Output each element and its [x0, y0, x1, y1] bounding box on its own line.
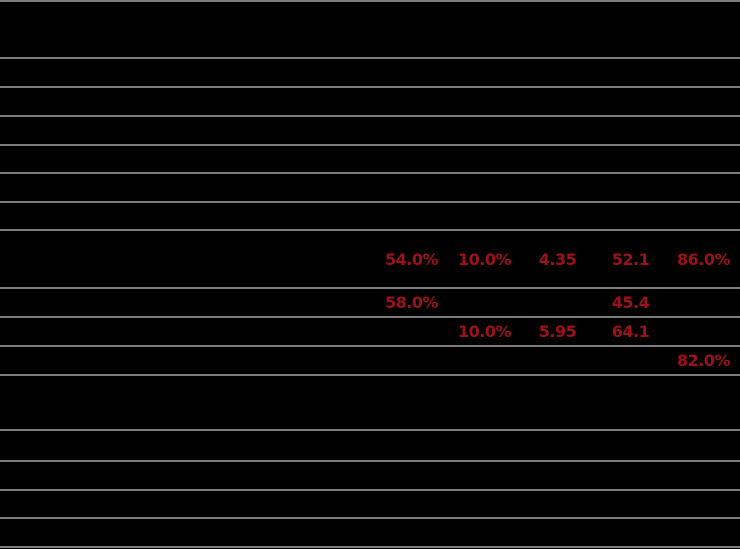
metric-value	[448, 351, 521, 370]
metric-value: 5.95	[538, 322, 577, 341]
row-label-cell	[0, 491, 375, 517]
row-label-cell	[0, 174, 375, 201]
row-label-cell	[0, 431, 375, 460]
table-row	[0, 88, 740, 117]
metric-value: 82.0%	[676, 351, 731, 370]
row-value-cells: 58.0% 45.4	[375, 293, 740, 312]
table-row	[0, 491, 740, 519]
row-value-cells: 54.0% 10.0% 4.35 52.1 86.0%	[375, 250, 740, 269]
row-label-cell	[0, 519, 375, 546]
table-row	[0, 431, 740, 462]
metric-value: 10.0%	[457, 249, 512, 269]
metric-value: 52.1	[611, 249, 650, 269]
row-label-cell	[0, 231, 375, 287]
metric-value: 64.1	[611, 322, 650, 341]
table-row	[0, 376, 740, 431]
table-row	[0, 117, 740, 146]
row-label-cell	[0, 88, 375, 115]
row-label-cell	[0, 289, 375, 316]
table-row	[0, 59, 740, 88]
table-row	[0, 203, 740, 231]
metric-value: 45.4	[611, 293, 650, 312]
metric-value	[667, 293, 740, 312]
row-value-cells: 82.0%	[375, 351, 740, 370]
table-row	[0, 146, 740, 174]
metric-value: 4.35	[538, 249, 577, 269]
row-label-cell	[0, 203, 375, 229]
row-label-cell	[0, 462, 375, 489]
metric-value	[594, 351, 667, 370]
row-label-cell	[0, 318, 375, 345]
row-label-cell	[0, 117, 375, 144]
table-header-row	[0, 2, 740, 59]
metric-value: 58.0%	[384, 293, 439, 312]
metric-value	[448, 293, 521, 312]
table-row	[0, 174, 740, 203]
metric-value	[521, 351, 594, 370]
row-label-cell	[0, 347, 375, 374]
table-row	[0, 462, 740, 491]
metric-value	[521, 293, 594, 312]
table-row-highlighted: 54.0% 10.0% 4.35 52.1 86.0%	[0, 231, 740, 289]
metric-value: 86.0%	[676, 249, 731, 269]
table-row	[0, 519, 740, 548]
row-label-cell	[0, 376, 375, 429]
row-value-cells: 10.0% 5.95 64.1	[375, 322, 740, 341]
metric-value	[375, 351, 448, 370]
table-row-highlighted: 58.0% 45.4	[0, 289, 740, 318]
metric-value: 10.0%	[457, 322, 512, 341]
header-label-cell	[0, 2, 375, 57]
metric-value: 54.0%	[384, 249, 439, 269]
metric-value	[667, 322, 740, 341]
row-label-cell	[0, 146, 375, 172]
table-row-highlighted: 10.0% 5.95 64.1	[0, 318, 740, 347]
row-label-cell	[0, 59, 375, 86]
metric-value	[375, 322, 448, 341]
table-row-highlighted: 82.0%	[0, 347, 740, 376]
